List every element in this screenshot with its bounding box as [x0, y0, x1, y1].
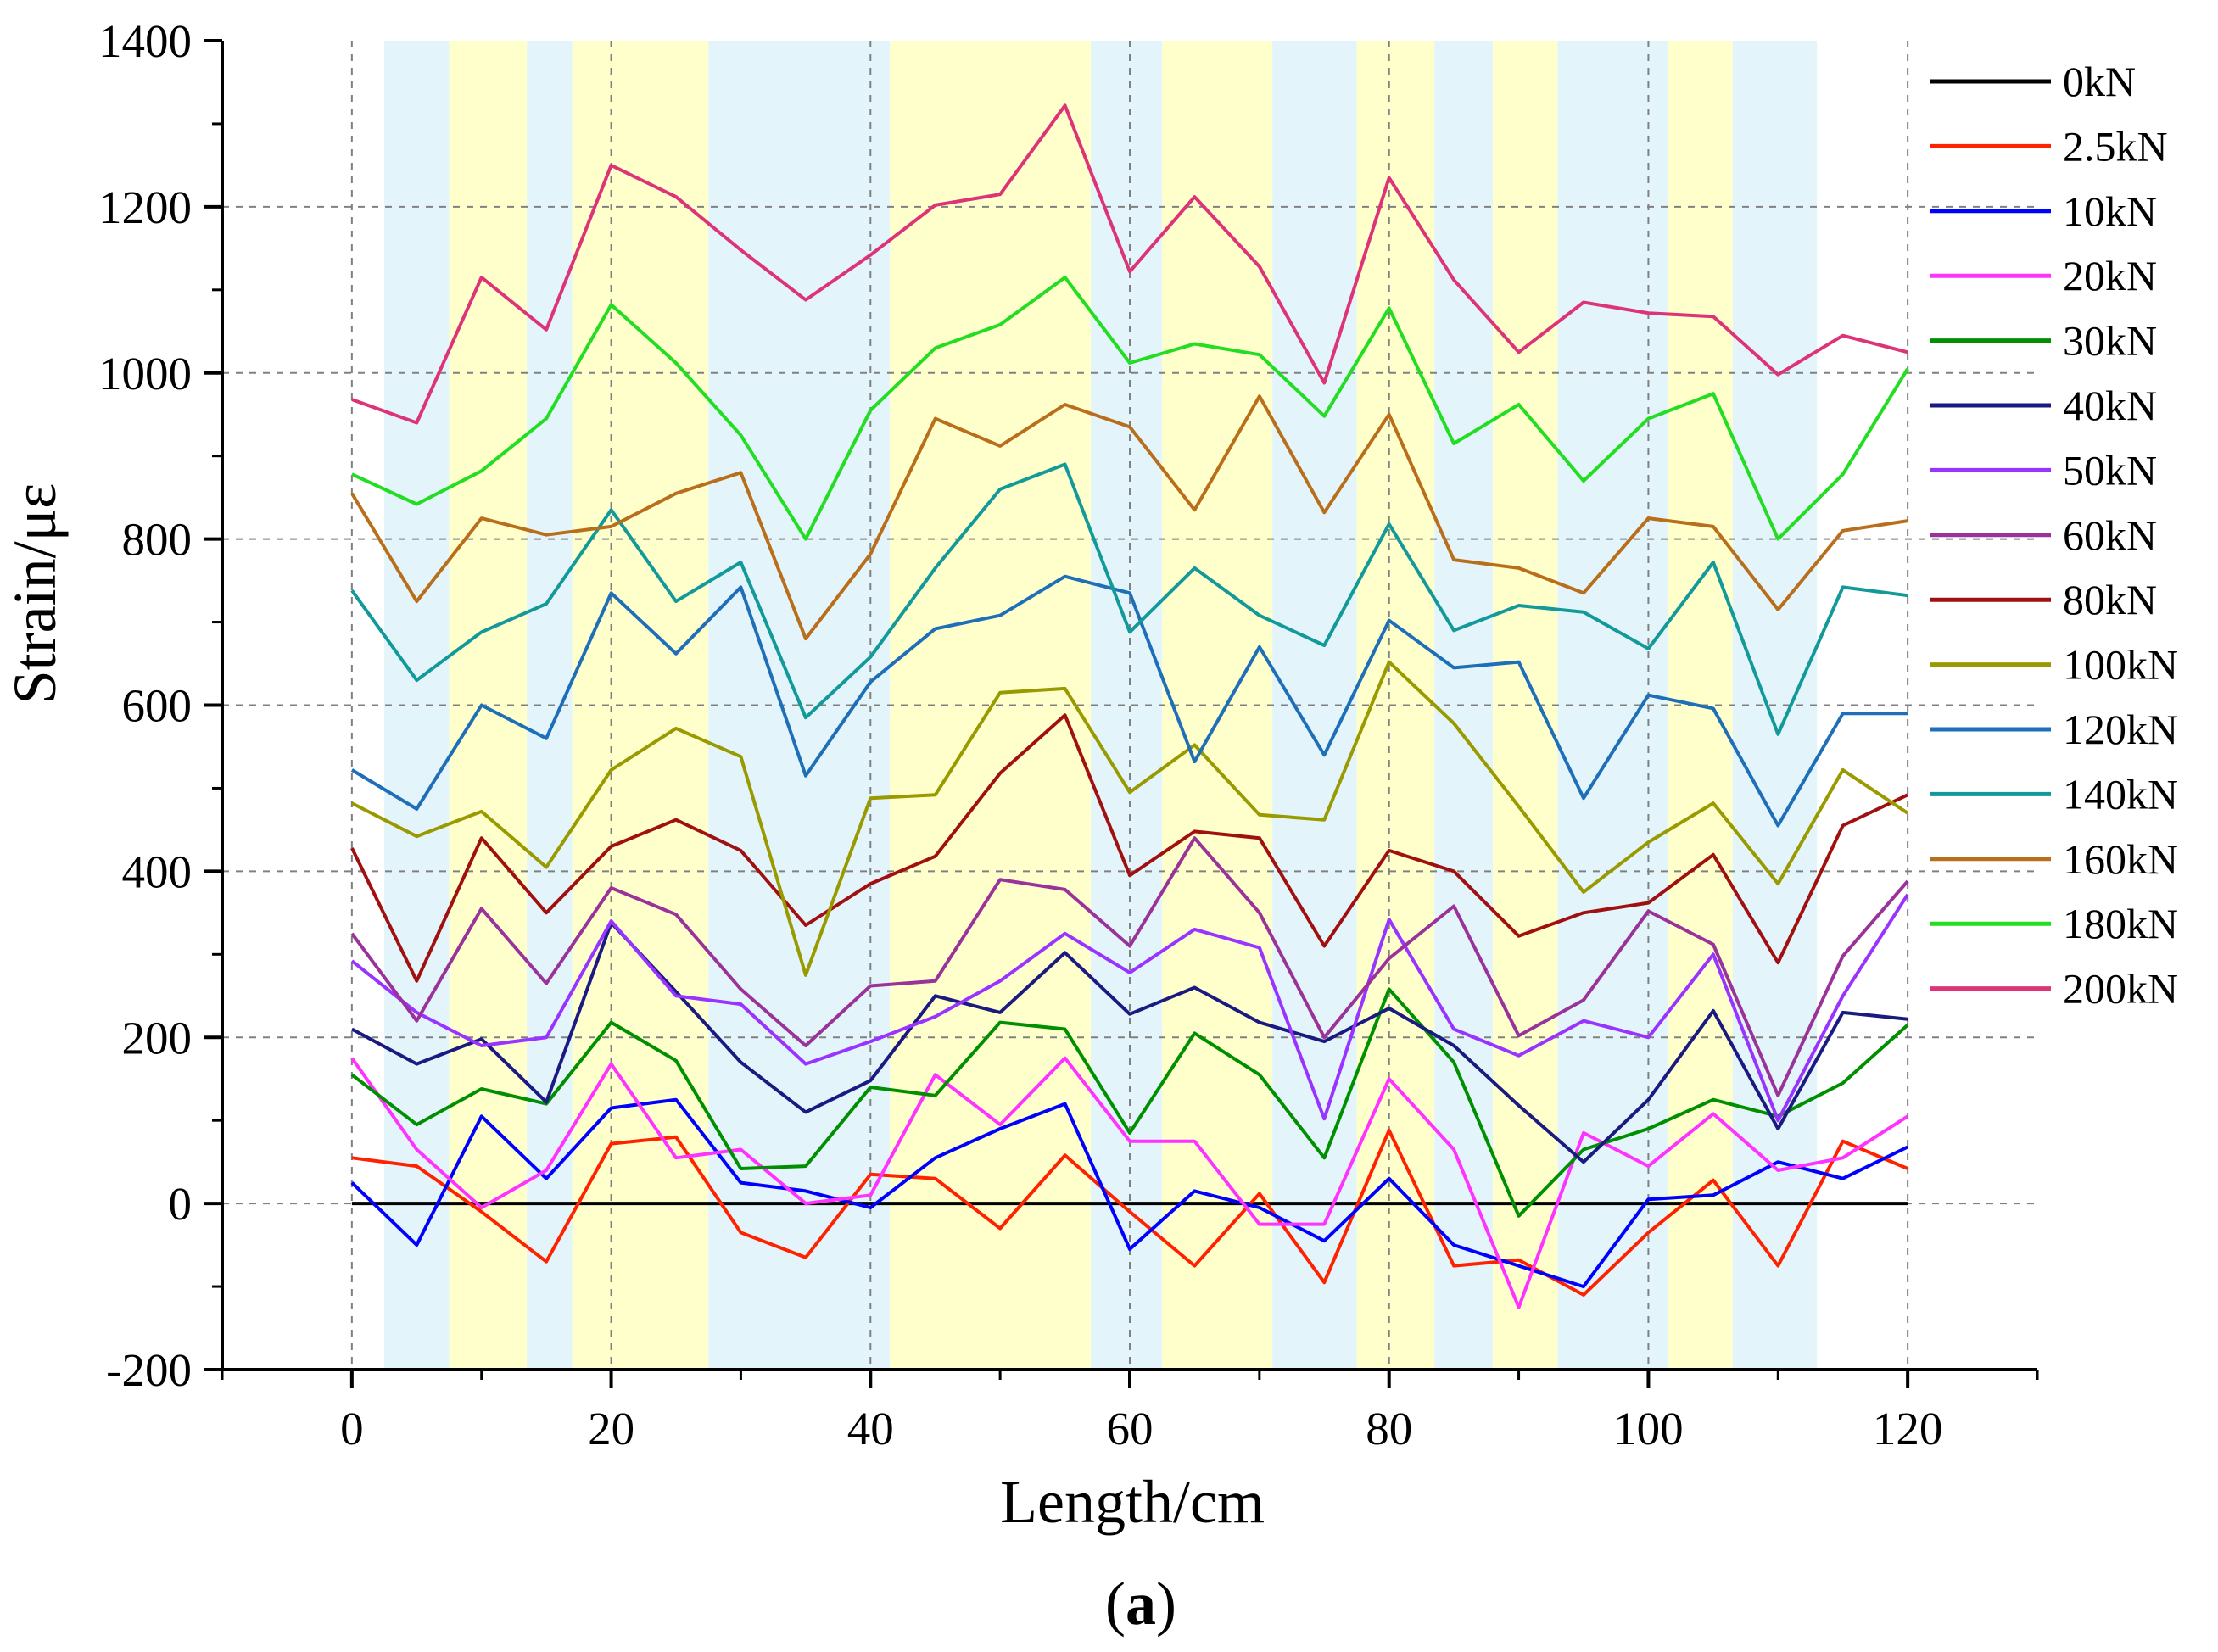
legend-label-10kN: 10kN [2063, 187, 2157, 235]
x-tick-label-5: 100 [1613, 1403, 1684, 1454]
legend: 0kN 2.5kN 10kN 20kN 30kN 40kN 50kN 60kN 80kN 100k… [1930, 58, 2178, 1013]
legend-label-140kN: 140kN [2063, 770, 2178, 818]
y-tick-label-6: 1000 [98, 348, 192, 399]
y-axis-title: Strain/με [1, 483, 69, 705]
series-line-200kN [351, 103, 1908, 425]
axes [204, 39, 2039, 1388]
legend-label-80kN: 80kN [2063, 576, 2157, 623]
y-tick-label-1: 0 [169, 1178, 193, 1230]
x-tick-label-2: 40 [847, 1403, 894, 1454]
caption-close-paren: ) [1156, 1570, 1176, 1638]
series-line-20kN [350, 1056, 1909, 1309]
y-tick-label-7: 1200 [98, 181, 192, 233]
legend-label-200kN: 200kN [2063, 965, 2178, 1013]
legend-label-160kN: 160kN [2063, 835, 2178, 883]
band-1 [449, 41, 528, 1370]
y-tick-label-2: 200 [122, 1012, 193, 1063]
series-line-50kN [350, 893, 1909, 1123]
x-tick-label-6: 120 [1873, 1403, 1943, 1454]
series-line-140kN [350, 462, 1908, 736]
shaded-bands [384, 41, 1818, 1370]
legend-label-60kN: 60kN [2063, 511, 2157, 559]
legend-label-50kN: 50kN [2063, 446, 2157, 494]
legend-label-40kN: 40kN [2063, 382, 2157, 429]
legend-label-30kN: 30kN [2063, 317, 2157, 365]
legend-label-100kN: 100kN [2063, 641, 2178, 689]
series-line-2.5kN [351, 1128, 1908, 1297]
x-tick-label-4: 80 [1366, 1403, 1412, 1454]
series-line-60kN [350, 836, 1909, 1097]
legend-label-2.5kN: 2.5kN [2063, 122, 2168, 170]
x-axis-title: Length/cm [1000, 1468, 1265, 1536]
y-tick-label-3: 400 [122, 846, 193, 897]
figure-caption: (a) [1105, 1570, 1176, 1638]
x-tick-label-3: 60 [1107, 1403, 1154, 1454]
legend-label-120kN: 120kN [2063, 706, 2178, 753]
series-line-10kN [350, 1097, 1908, 1289]
y-tick-label-0: -200 [106, 1344, 192, 1396]
series-line-120kN [350, 574, 1908, 828]
caption-open-paren: ( [1105, 1570, 1126, 1638]
legend-label-180kN: 180kN [2063, 900, 2178, 947]
legend-label-20kN: 20kN [2063, 252, 2157, 299]
legend-label-0kN: 0kN [2063, 58, 2136, 105]
series-line-80kN [350, 713, 1908, 983]
series-line-180kN [351, 276, 1909, 541]
x-tick-label-1: 20 [588, 1403, 634, 1454]
tick-labels: 0 20 40 60 80 100 120 -200 0 200 400 600 800 1000 1200… [98, 15, 1942, 1454]
x-tick-label-0: 0 [340, 1403, 364, 1454]
series-line-100kN [350, 660, 1909, 977]
series-lines [350, 103, 1909, 1309]
y-tick-label-5: 800 [122, 514, 193, 566]
caption-letter: a [1126, 1570, 1156, 1638]
y-tick-label-8: 1400 [98, 15, 192, 67]
series-line-30kN [350, 987, 1909, 1218]
series-line-160kN [350, 394, 1908, 641]
y-tick-label-4: 600 [122, 680, 193, 732]
